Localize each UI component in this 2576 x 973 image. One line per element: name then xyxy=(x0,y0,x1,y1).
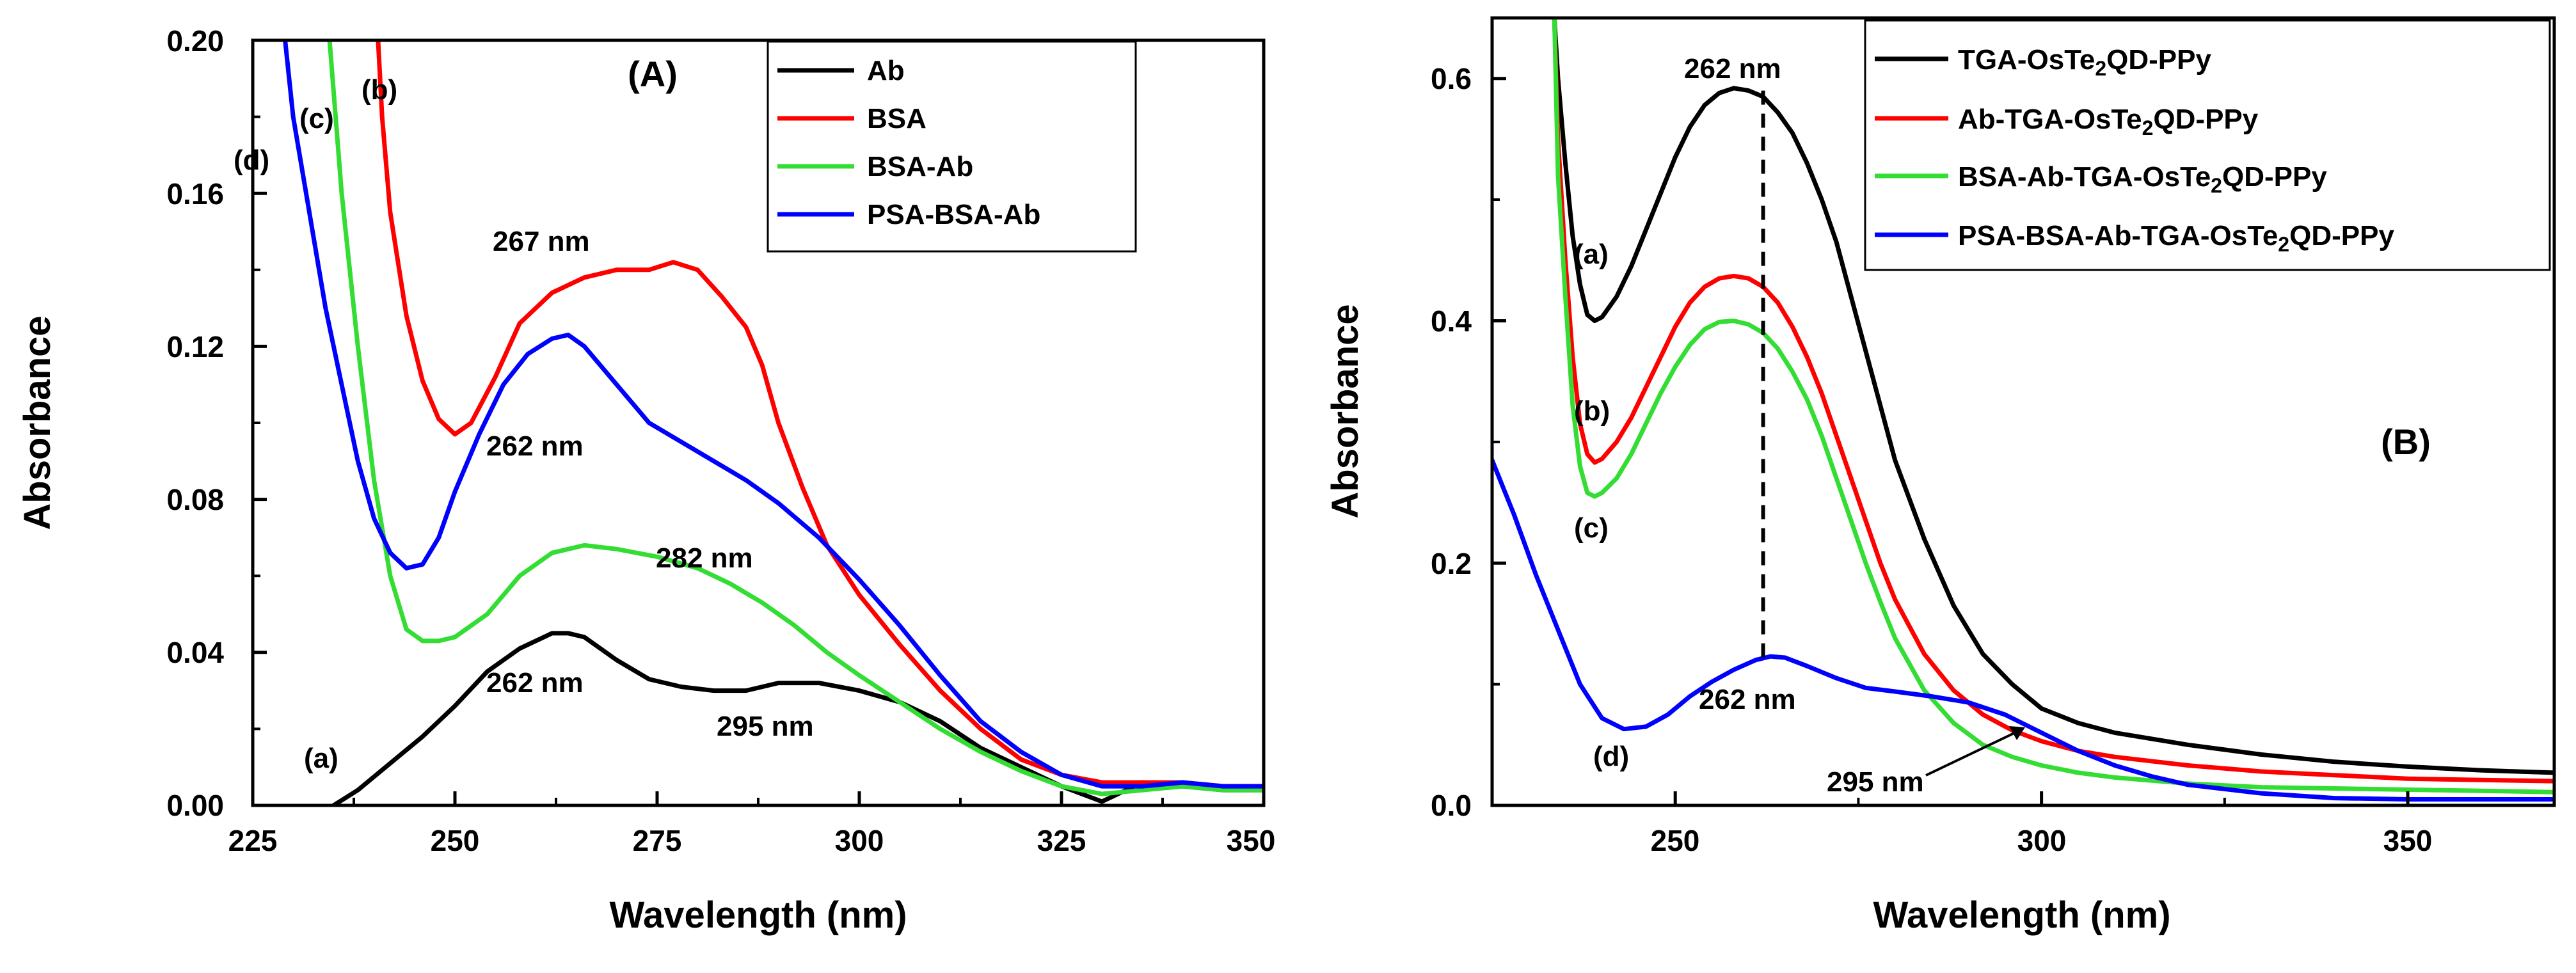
a-peak-annotation: 262 nm xyxy=(486,431,584,462)
a-peak-annotation: 267 nm xyxy=(493,226,590,257)
b-peak-annotation: 295 nm xyxy=(1827,766,1924,798)
b-legend-entry: TGA-OsTe2QD-PPy xyxy=(1875,44,2211,80)
a-legend-entry: Ab xyxy=(777,55,905,86)
a-series-line-3 xyxy=(327,40,1264,796)
a-curve-label-a: (a) xyxy=(304,743,338,774)
panel-b: 0.0 0.2 0.4 0.6 250 300 350 Wavelength (… xyxy=(1324,16,2556,936)
b-legend-text: Ab-TGA-OsTe2QD-PPy xyxy=(1958,104,2259,139)
b-annotation-arrow xyxy=(1925,731,2016,777)
a-ytick-label: 0.12 xyxy=(166,330,224,363)
a-legend-text: Ab xyxy=(867,55,905,86)
b-legend-text: TGA-OsTe2QD-PPy xyxy=(1958,44,2211,80)
panel-b-ticks xyxy=(1492,77,2410,807)
b-legend-text: PSA-BSA-Ab-TGA-OsTe2QD-PPy xyxy=(1958,220,2394,256)
b-peak-annotation: 262 nm xyxy=(1699,684,1796,715)
a-series-line-4 xyxy=(283,40,1264,789)
b-ytick-label: 0.6 xyxy=(1431,62,1472,95)
b-peak-annotation: 262 nm xyxy=(1684,53,1781,84)
b-panel-label: (B) xyxy=(2381,422,2431,462)
panel-b-plot-frame xyxy=(1490,16,2556,807)
a-series-line-1 xyxy=(331,631,1264,805)
a-curve-label-d: (d) xyxy=(234,145,269,176)
b-y-axis-title: Absorbance xyxy=(1324,304,1366,518)
a-panel-label: (A) xyxy=(628,54,678,94)
b-legend-text: BSA-Ab-TGA-OsTe2QD-PPy xyxy=(1958,161,2327,197)
a-peak-annotation: 262 nm xyxy=(486,667,584,699)
b-curve-label-b: (b) xyxy=(1574,395,1610,427)
a-peak-annotation: 295 nm xyxy=(717,711,814,742)
a-peak-annotation: 282 nm xyxy=(656,542,753,574)
panel-b-series xyxy=(1492,18,2554,802)
a-xtick-label: 325 xyxy=(1037,824,1086,857)
a-curve-label-b: (b) xyxy=(362,74,397,106)
b-series-line-2 xyxy=(1552,18,2554,784)
b-series-line-3 xyxy=(1552,18,2554,795)
a-legend-text: PSA-BSA-Ab xyxy=(867,199,1040,230)
a-x-axis-title: Wavelength (nm) xyxy=(609,894,907,936)
a-ytick-label: 0.20 xyxy=(166,24,224,58)
a-legend-entry: BSA-Ab xyxy=(777,151,973,182)
a-y-axis-title: Absorbance xyxy=(17,315,58,530)
a-ytick-label: 0.04 xyxy=(166,636,224,669)
a-ytick-label: 0.08 xyxy=(166,483,224,516)
panel-a: 0.00 0.04 0.08 0.12 0.16 0.20 225 250 27… xyxy=(17,24,1275,936)
a-curve-label-c: (c) xyxy=(299,103,334,134)
panel-a-series xyxy=(283,40,1264,805)
a-xtick-label: 350 xyxy=(1227,824,1276,857)
b-xtick-label: 300 xyxy=(2017,824,2067,857)
a-legend: Ab BSA BSA-Ab PSA-BSA-Ab xyxy=(767,40,1137,253)
a-ytick-label: 0.16 xyxy=(166,177,224,210)
b-ytick-label: 0.2 xyxy=(1431,547,1472,580)
b-legend-box xyxy=(1864,19,2551,271)
a-legend-entry: BSA xyxy=(777,103,926,134)
a-legend-text: BSA-Ab xyxy=(867,151,973,182)
b-legend-entry: BSA-Ab-TGA-OsTe2QD-PPy xyxy=(1875,161,2327,197)
b-curve-label-d: (d) xyxy=(1593,741,1629,772)
a-legend-entry: PSA-BSA-Ab xyxy=(777,199,1040,230)
b-curve-label-c: (c) xyxy=(1574,512,1609,544)
a-xtick-label: 275 xyxy=(633,824,682,857)
b-annotation-arrowhead xyxy=(2009,726,2025,740)
a-xtick-label: 250 xyxy=(431,824,480,857)
b-xtick-label: 250 xyxy=(1651,824,1700,857)
a-xtick-label: 300 xyxy=(835,824,884,857)
a-xtick-label: 225 xyxy=(228,824,278,857)
b-curve-label-a: (a) xyxy=(1574,239,1609,270)
b-series-line-4 xyxy=(1492,457,2554,802)
b-legend: TGA-OsTe2QD-PPy Ab-TGA-OsTe2QD-PPy BSA-A… xyxy=(1864,19,2551,271)
b-series-line-1 xyxy=(1552,18,2554,775)
a-legend-text: BSA xyxy=(867,103,926,134)
b-ytick-label: 0.4 xyxy=(1431,305,1472,338)
b-legend-entry: PSA-BSA-Ab-TGA-OsTe2QD-PPy xyxy=(1875,220,2394,256)
b-xtick-label: 350 xyxy=(2383,824,2433,857)
b-x-axis-title: Wavelength (nm) xyxy=(1873,894,2170,936)
panel-a-ticks xyxy=(251,38,1266,807)
b-legend-entry: Ab-TGA-OsTe2QD-PPy xyxy=(1875,104,2259,139)
a-ytick-label: 0.00 xyxy=(166,789,224,822)
b-ytick-label: 0.0 xyxy=(1431,789,1472,822)
